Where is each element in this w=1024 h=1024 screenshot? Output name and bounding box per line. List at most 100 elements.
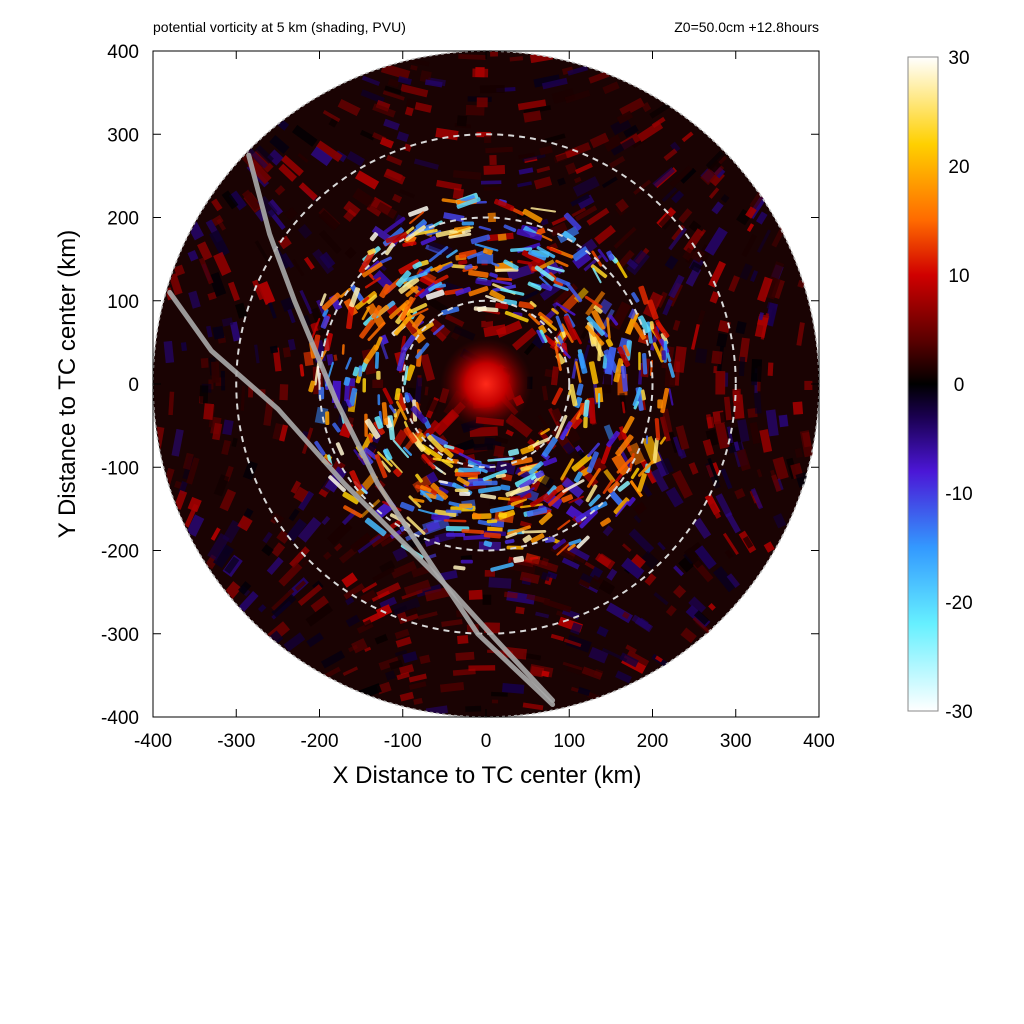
pv-rainband-streak [585, 324, 605, 346]
pv-texture-cell [723, 396, 732, 421]
pv-rainband-streak [586, 315, 605, 336]
pv-rainband-streak [565, 282, 583, 303]
pv-rainband-streak [632, 322, 647, 340]
pv-texture-cell [634, 617, 654, 633]
pv-rainband-streak [646, 299, 659, 320]
pv-rainband-streak [406, 516, 426, 535]
pv-texture-cell [279, 384, 289, 401]
pv-rainband-streak [602, 479, 614, 494]
pv-texture-cell [541, 385, 549, 401]
pv-texture-cell [276, 529, 291, 544]
pv-texture-cell [383, 168, 406, 185]
pv-rainband-streak [454, 471, 478, 478]
pv-texture-cell [298, 490, 315, 511]
pv-rainband-streak [448, 232, 472, 239]
pv-texture-cell [725, 512, 741, 534]
pv-texture-cell [371, 590, 390, 602]
pv-texture-cell [575, 162, 593, 175]
pv-texture-cell [287, 308, 296, 324]
pv-texture-cell [408, 673, 427, 683]
pv-texture-cell [728, 275, 740, 293]
pv-texture-cell [484, 135, 492, 143]
axes: -400 -300 -200 -100 0 100 200 300 400 -400 -300 -20… [101, 42, 835, 752]
pv-texture-cell [252, 279, 265, 301]
colorbar-tick-label: -20 [945, 593, 972, 614]
pv-rainband-streak [510, 247, 533, 252]
chart-title: potential vorticity at 5 km (shading, PV… [153, 19, 406, 35]
pv-texture-cell [343, 583, 365, 600]
pv-rainband-streak [568, 495, 584, 504]
pv-texture-cell [652, 166, 676, 188]
pv-rainband-streak [555, 414, 568, 439]
pv-texture-cell [436, 179, 462, 191]
pv-texture-cell [394, 628, 410, 640]
flight-track [167, 289, 556, 703]
pv-texture-cell [378, 656, 400, 671]
pv-rainband-streak [520, 445, 535, 455]
pv-texture-cell [572, 176, 600, 197]
pv-rainband-streak [487, 457, 513, 462]
pv-rainband-streak [393, 313, 413, 336]
pv-texture-cell [619, 652, 639, 668]
pv-texture-cell [210, 527, 221, 541]
pv-rainband-streak [353, 449, 366, 466]
pv-rainband-streak [636, 472, 647, 493]
pv-rainband-streak [605, 338, 614, 348]
pv-rainband-streak [528, 461, 544, 475]
pv-rainband-streak [553, 283, 569, 292]
pv-rainband-streak [583, 416, 588, 429]
pv-texture-cell [726, 573, 741, 588]
pv-texture-cell [403, 579, 432, 597]
pv-texture-cell [596, 553, 616, 570]
pv-rainband-streak [399, 296, 414, 321]
pv-texture-cell [280, 297, 295, 312]
pv-texture-cell [237, 515, 253, 532]
pv-texture-cell [561, 557, 580, 570]
pv-texture-cell [297, 516, 322, 543]
pv-rainband-streak [620, 365, 629, 392]
pv-texture-cell [531, 557, 559, 573]
colorbar-tick-label: -30 [945, 702, 972, 723]
pv-rainband-streak [428, 246, 449, 263]
pv-texture-cell [419, 353, 436, 382]
x-tick-label: -200 [300, 731, 338, 752]
pv-texture-cell [738, 337, 750, 363]
pv-rainband-streak [430, 482, 449, 500]
pv-texture-cell [168, 391, 175, 416]
pv-texture-cell [522, 702, 544, 711]
pv-rainband-streak [637, 315, 651, 334]
pv-texture-cell [208, 271, 227, 297]
pv-texture-cell [495, 320, 523, 338]
pv-texture-cell [344, 246, 357, 260]
pv-rainband-streak [458, 452, 481, 465]
pv-texture-cell [281, 155, 304, 177]
pv-texture-cell [720, 468, 733, 490]
pv-texture-cell [688, 462, 699, 475]
pv-texture-cell [314, 406, 329, 425]
pv-rainband-streak [632, 387, 642, 407]
pv-texture-cell [624, 311, 640, 335]
pv-texture-cell [517, 99, 547, 111]
pv-rainband-streak [398, 259, 421, 275]
pv-texture-cell [794, 447, 804, 458]
pv-texture-cell [310, 595, 329, 613]
pv-texture-cell [207, 291, 217, 301]
pv-texture-cell [343, 200, 361, 217]
pv-texture-cell [290, 480, 302, 494]
pv-rainband-streak [446, 249, 458, 259]
pv-rainband-streak [659, 436, 667, 445]
pv-texture-cell [540, 218, 549, 226]
pv-texture-cell [267, 199, 284, 216]
pv-rainband-streak [551, 387, 563, 406]
pv-rainband-streak [349, 470, 363, 491]
pv-texture-cell [424, 536, 441, 547]
pv-texture-cell [621, 557, 645, 580]
pv-rainband-streak [654, 418, 661, 441]
pv-rainband-streak [617, 480, 630, 492]
pv-rainband-streak [649, 321, 655, 330]
pv-texture-cell [551, 88, 575, 104]
pv-texture-cell [750, 359, 763, 382]
pv-texture-cell [379, 334, 389, 345]
pv-texture-cell [389, 659, 404, 670]
pv-texture-cell [704, 226, 728, 256]
